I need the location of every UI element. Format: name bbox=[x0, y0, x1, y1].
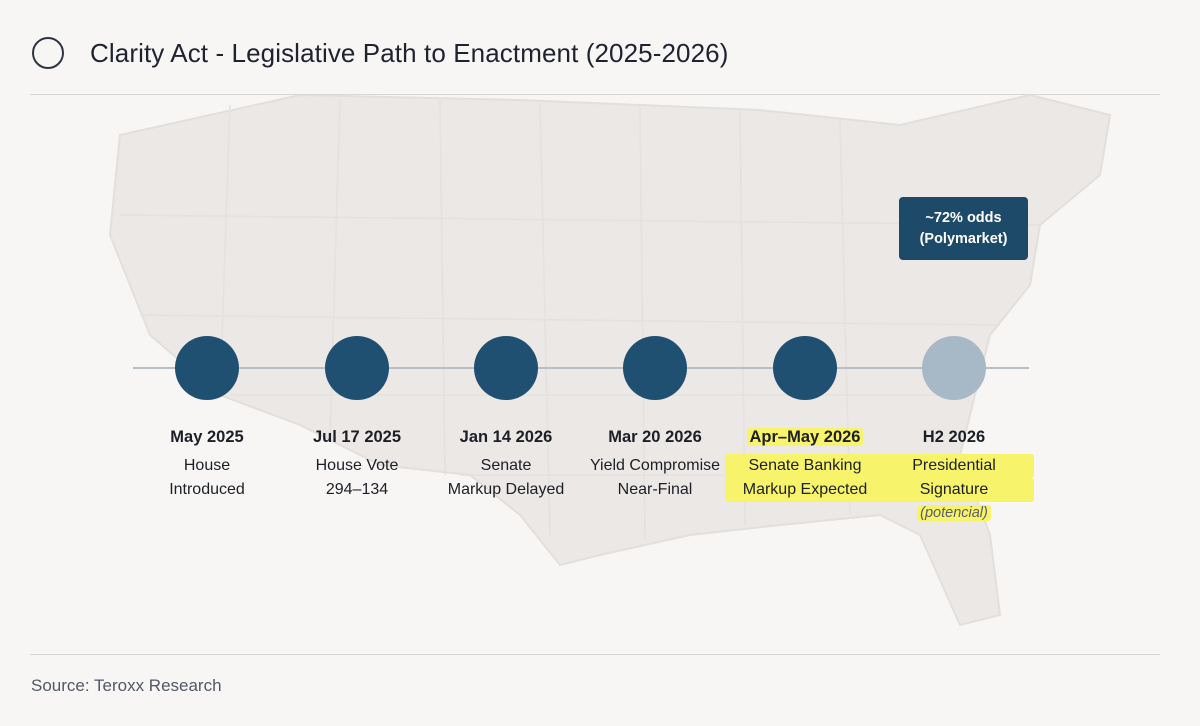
header: Clarity Act - Legislative Path to Enactm… bbox=[32, 30, 729, 76]
odds-badge-value: ~72% odds bbox=[925, 209, 1002, 226]
milestone-date: Apr–May 2026 bbox=[725, 425, 885, 449]
milestone-date: Jul 17 2025 bbox=[312, 428, 402, 446]
milestone-label: H2 2026 Presidential Signature (potencia… bbox=[874, 425, 1034, 524]
milestone-label: Mar 20 2026 Yield Compromise Near-Final bbox=[575, 425, 735, 502]
milestone-desc-line: Introduced bbox=[169, 481, 245, 498]
milestone-node-jan-2026 bbox=[474, 336, 538, 400]
divider-bottom bbox=[30, 654, 1160, 655]
milestone-desc-line: Yield Compromise bbox=[589, 457, 721, 474]
milestone-label: May 2025 House Introduced bbox=[127, 425, 287, 502]
milestone-desc: Senate Banking Markup Expected bbox=[725, 454, 885, 502]
circle-icon[interactable] bbox=[32, 37, 64, 69]
milestone-desc-line: House Vote bbox=[315, 457, 399, 474]
highlight-mark: Senate Banking bbox=[725, 454, 885, 478]
milestone-node-apr-may-2026 bbox=[773, 336, 837, 400]
milestone-node-h2-2026 bbox=[922, 336, 986, 400]
highlight-mark: Presidential bbox=[874, 454, 1034, 478]
milestone-desc-line: Senate bbox=[480, 457, 532, 474]
highlight-mark: Signature bbox=[874, 478, 1034, 502]
milestone-date: Jan 14 2026 bbox=[459, 428, 553, 446]
milestone-desc-line: Near-Final bbox=[617, 481, 693, 498]
highlight-mark: Markup Expected bbox=[725, 478, 885, 502]
milestone-desc-line: Presidential bbox=[874, 454, 1034, 478]
page-title: Clarity Act - Legislative Path to Enactm… bbox=[90, 37, 729, 68]
milestone-node-may-2025 bbox=[175, 336, 239, 400]
milestone-desc-line: 294–134 bbox=[325, 481, 389, 498]
milestone-date: May 2025 bbox=[170, 428, 244, 446]
highlight-mark: Apr–May 2026 bbox=[746, 428, 864, 446]
milestone-node-mar-2026 bbox=[623, 336, 687, 400]
milestone-date: Mar 20 2026 bbox=[608, 428, 702, 446]
milestone-node-jul-2025 bbox=[325, 336, 389, 400]
milestone-date: H2 2026 bbox=[922, 428, 986, 446]
divider-top bbox=[30, 94, 1160, 95]
milestone-desc: Senate Markup Delayed bbox=[426, 454, 586, 502]
milestone-desc-line: House bbox=[183, 457, 231, 474]
milestone-label: Jul 17 2025 House Vote 294–134 bbox=[277, 425, 437, 502]
milestone-desc-line: Markup Delayed bbox=[447, 481, 565, 498]
milestone-desc-line: Markup Expected bbox=[725, 478, 885, 502]
milestone-desc-line: Signature bbox=[874, 478, 1034, 502]
milestone-desc: Presidential Signature bbox=[874, 454, 1034, 502]
timeline-axis bbox=[133, 367, 1029, 369]
milestone-note: (potencial) bbox=[874, 502, 1034, 524]
source-caption: Source: Teroxx Research bbox=[31, 676, 222, 695]
odds-badge: ~72% odds (Polymarket) bbox=[899, 197, 1028, 260]
milestone-label: Apr–May 2026 Senate Banking Markup Expec… bbox=[725, 425, 885, 502]
milestone-desc-line: Senate Banking bbox=[725, 454, 885, 478]
milestone-desc: House Vote 294–134 bbox=[277, 454, 437, 502]
milestone-desc: House Introduced bbox=[127, 454, 287, 502]
odds-badge-source: (Polymarket) bbox=[919, 230, 1008, 247]
highlight-mark: (potencial) bbox=[917, 505, 991, 521]
milestone-label: Jan 14 2026 Senate Markup Delayed bbox=[426, 425, 586, 502]
milestone-desc: Yield Compromise Near-Final bbox=[575, 454, 735, 502]
